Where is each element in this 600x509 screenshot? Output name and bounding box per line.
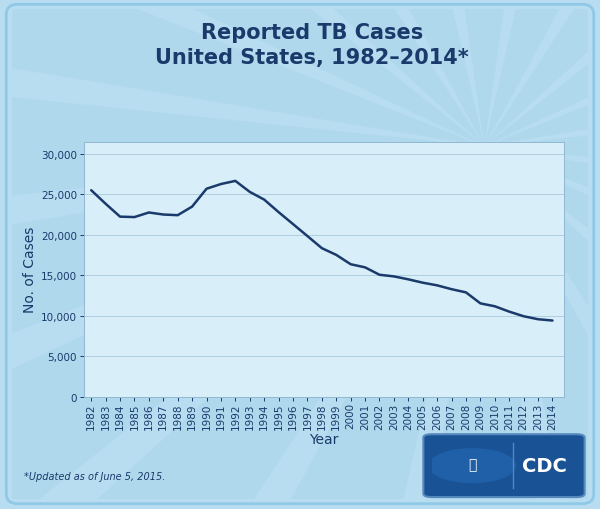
Text: CDC: CDC bbox=[522, 456, 567, 475]
Text: United States, 1982–2014*: United States, 1982–2014* bbox=[155, 48, 469, 68]
Polygon shape bbox=[484, 0, 600, 147]
Polygon shape bbox=[358, 147, 600, 509]
Polygon shape bbox=[0, 40, 484, 254]
Text: ᵲ: ᵲ bbox=[468, 458, 476, 472]
Polygon shape bbox=[358, 0, 600, 147]
Polygon shape bbox=[46, 0, 484, 147]
Polygon shape bbox=[0, 0, 484, 147]
Polygon shape bbox=[484, 0, 600, 147]
Polygon shape bbox=[46, 147, 484, 509]
Polygon shape bbox=[0, 147, 484, 509]
Polygon shape bbox=[484, 0, 600, 147]
Polygon shape bbox=[0, 0, 484, 147]
Circle shape bbox=[429, 449, 515, 483]
Y-axis label: No. of Cases: No. of Cases bbox=[23, 227, 37, 313]
Polygon shape bbox=[0, 147, 484, 509]
Text: Reported TB Cases: Reported TB Cases bbox=[201, 23, 423, 43]
Polygon shape bbox=[484, 147, 600, 509]
Polygon shape bbox=[484, 147, 600, 509]
FancyBboxPatch shape bbox=[424, 434, 584, 497]
Polygon shape bbox=[0, 0, 484, 147]
Text: *Updated as of June 5, 2015.: *Updated as of June 5, 2015. bbox=[24, 471, 166, 481]
X-axis label: Year: Year bbox=[310, 432, 338, 446]
Polygon shape bbox=[484, 147, 600, 509]
Polygon shape bbox=[484, 40, 600, 254]
Polygon shape bbox=[484, 0, 600, 147]
Polygon shape bbox=[0, 147, 484, 509]
Polygon shape bbox=[484, 147, 600, 509]
